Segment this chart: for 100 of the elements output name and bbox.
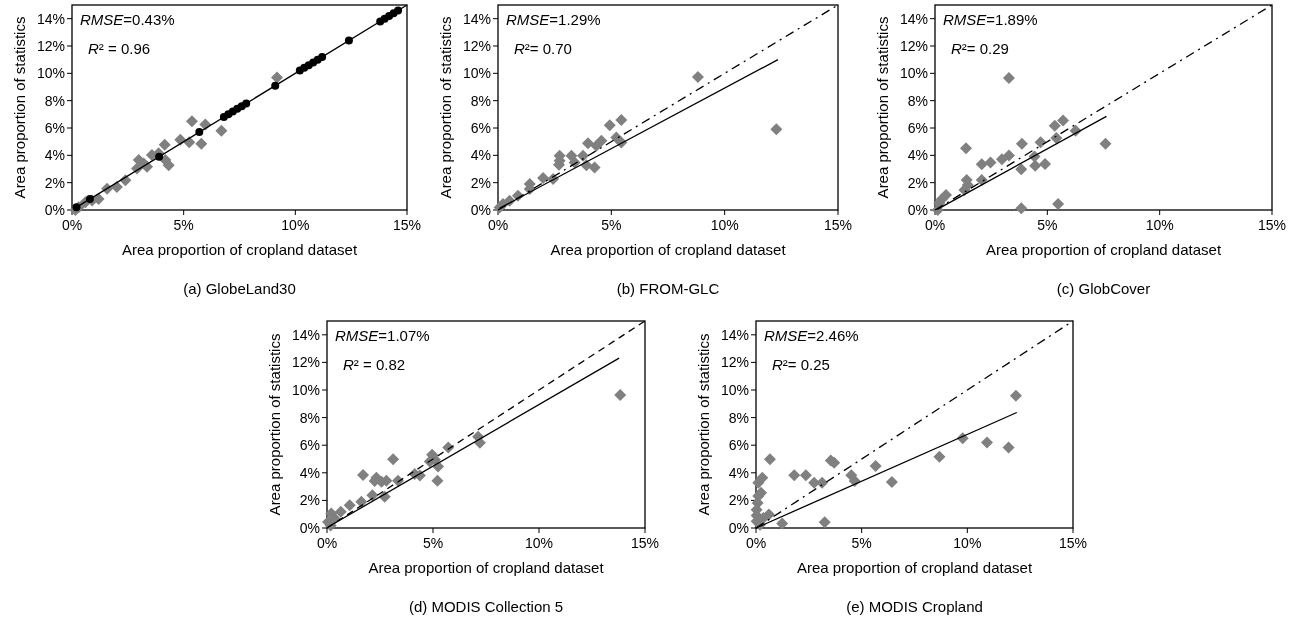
point xyxy=(357,469,370,482)
annotation: R²= 0.70 xyxy=(514,40,572,57)
x-axis-title: Area proportion of cropland dataset xyxy=(550,241,787,258)
point xyxy=(1029,159,1042,172)
point xyxy=(271,71,284,84)
y-tick-label: 4% xyxy=(299,464,320,481)
y-tick-label: 0% xyxy=(728,519,749,536)
point xyxy=(869,460,882,473)
point xyxy=(980,436,993,449)
point xyxy=(1009,389,1022,402)
x-tick-label: 10% xyxy=(710,217,739,233)
y-tick-label: 12% xyxy=(720,354,749,371)
x-tick-label: 0% xyxy=(924,217,946,233)
point xyxy=(755,486,768,499)
point xyxy=(537,172,550,185)
y-tick-label: 4% xyxy=(470,147,491,164)
y-tick-label: 0% xyxy=(44,201,65,218)
point xyxy=(334,505,347,518)
point xyxy=(85,195,94,204)
point xyxy=(355,495,368,508)
x-tick-label: 5% xyxy=(173,217,194,233)
annotation: RMSE=2.46% xyxy=(764,327,859,344)
y-tick-label: 6% xyxy=(728,437,749,454)
y-tick-label: 14% xyxy=(291,326,320,343)
y-tick-label: 6% xyxy=(299,437,320,454)
point xyxy=(155,152,164,161)
point xyxy=(818,516,831,529)
point xyxy=(995,153,1008,166)
annotation: R² = 0.96 xyxy=(88,40,151,57)
x-tick-label: 15% xyxy=(1257,217,1287,233)
y-tick-label: 14% xyxy=(720,326,749,343)
annotation: RMSE=1.89% xyxy=(943,11,1038,28)
text: (b) FROM-GLC xyxy=(616,280,720,297)
point xyxy=(318,52,327,61)
x-axis-title: Area proportion of cropland dataset xyxy=(796,559,1033,576)
text: (d) MODIS Collection 5 xyxy=(408,598,564,615)
text: (e) MODIS Cropland xyxy=(846,598,983,615)
point xyxy=(158,138,171,151)
point xyxy=(770,123,783,136)
x-axis-title: Area proportion of cropland dataset xyxy=(368,559,605,576)
point xyxy=(343,499,356,512)
point xyxy=(1050,132,1063,145)
point xyxy=(1015,163,1028,176)
point xyxy=(975,158,988,171)
y-axis-title: Area proportion of statistics xyxy=(695,333,712,516)
annotation: RMSE=0.43% xyxy=(80,11,175,28)
point xyxy=(195,128,204,137)
point xyxy=(799,469,812,482)
annotation: RMSE=1.29% xyxy=(506,11,601,28)
point xyxy=(1015,137,1028,150)
y-tick-label: 0% xyxy=(299,519,320,536)
point xyxy=(763,453,776,466)
text: (a) GlobeLand30 xyxy=(183,280,296,297)
y-tick-label: 8% xyxy=(728,409,749,426)
point xyxy=(394,6,403,15)
point xyxy=(588,161,601,174)
point xyxy=(577,149,589,162)
point xyxy=(603,119,616,132)
point xyxy=(431,474,444,487)
point xyxy=(1057,114,1070,127)
x-tick-label: 5% xyxy=(851,535,872,551)
point xyxy=(984,156,997,169)
point xyxy=(615,113,628,126)
point xyxy=(195,137,208,150)
y-tick-label: 10% xyxy=(720,381,749,398)
text: (c) GlobCover xyxy=(1056,280,1151,297)
x-tick-label: 15% xyxy=(823,217,853,233)
y-tick-label: 6% xyxy=(907,119,928,136)
x-tick-label: 10% xyxy=(1145,217,1174,233)
point xyxy=(387,453,400,466)
y-tick-label: 10% xyxy=(291,381,320,398)
x-tick-label: 0% xyxy=(61,217,83,233)
y-axis-title: Area proportion of statistics xyxy=(874,16,891,199)
y-tick-label: 6% xyxy=(44,119,65,136)
y-axis-title: Area proportion of statistics xyxy=(437,16,454,199)
y-tick-label: 2% xyxy=(44,174,65,191)
x-tick-label: 0% xyxy=(745,535,767,551)
x-tick-label: 15% xyxy=(630,535,660,551)
x-tick-label: 5% xyxy=(601,217,622,233)
x-tick-label: 15% xyxy=(392,217,422,233)
point xyxy=(581,137,594,150)
point xyxy=(614,388,627,401)
point xyxy=(776,517,789,530)
point xyxy=(975,173,988,186)
annotation: R²= 0.25 xyxy=(772,356,830,373)
y-tick-label: 2% xyxy=(299,492,320,509)
point xyxy=(366,489,379,502)
x-tick-label: 0% xyxy=(316,535,338,551)
y-tick-label: 0% xyxy=(907,201,928,218)
point xyxy=(1052,197,1065,210)
x-tick-label: 10% xyxy=(281,217,310,233)
y-tick-label: 12% xyxy=(899,37,928,54)
y-tick-label: 0% xyxy=(470,201,491,218)
x-tick-label: 5% xyxy=(1037,217,1058,233)
x-tick-label: 5% xyxy=(422,535,444,551)
x-tick-label: 15% xyxy=(1058,535,1088,551)
point xyxy=(344,36,353,45)
point xyxy=(242,99,251,108)
point xyxy=(691,71,704,84)
annotation: RMSE=1.07% xyxy=(335,327,430,344)
